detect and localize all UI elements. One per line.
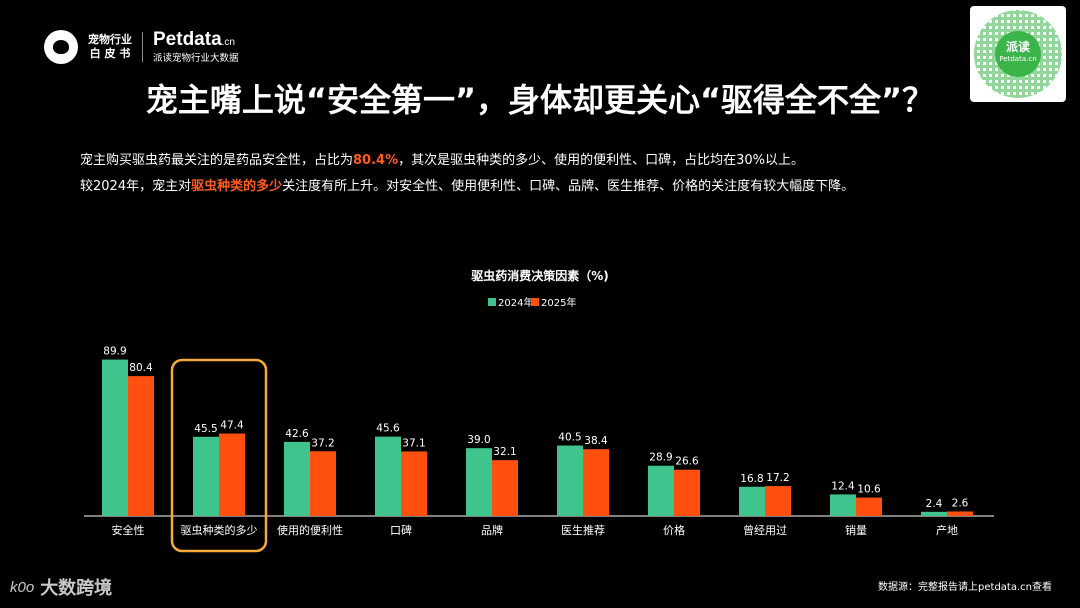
legend-swatch-1 <box>488 298 496 306</box>
bar-1-3 <box>284 441 310 516</box>
footer-logo: k0o 大数跨境 <box>10 574 112 600</box>
data-label-1-3: 42.6 <box>285 428 309 440</box>
data-label-1-5: 39.0 <box>467 434 490 446</box>
bar-2-3 <box>310 451 336 516</box>
brand-line1: 宠物行业 <box>88 33 132 46</box>
bar-1-8 <box>739 486 765 516</box>
category-label-8: 曾经用过 <box>743 523 787 537</box>
category-label-1: 安全性 <box>112 523 145 537</box>
data-label-2-2: 47.4 <box>220 420 244 432</box>
bar-2-8 <box>765 486 791 516</box>
data-label-1-10: 2.4 <box>926 498 943 510</box>
data-label-1-7: 28.9 <box>649 452 672 464</box>
bar-chart: 驱虫药消费决策因素（%) 2024年 2025年 89.980.4 安全性 45.5 47.… <box>84 268 994 553</box>
bar-1-9 <box>830 494 856 516</box>
bar-1-6 <box>557 445 583 516</box>
brand-divider <box>142 32 143 62</box>
bar-2-10 <box>947 511 973 516</box>
bar-2-9 <box>856 497 882 516</box>
category-label-2: 驱虫种类的多少 <box>181 523 258 537</box>
data-label-2-5: 32.1 <box>493 446 516 458</box>
bar-2-4 <box>401 451 427 516</box>
brand-domain: .cn <box>221 36 235 48</box>
bar-1-5 <box>466 448 492 516</box>
desc-highlight-2: 驱虫种类的多少 <box>191 179 283 194</box>
chart-title: 驱虫药消费决策因素（%) <box>471 268 609 283</box>
category-label-7: 价格 <box>663 523 685 537</box>
category-label-4: 口碑 <box>390 524 412 537</box>
bar-2-2 <box>219 433 245 516</box>
data-source: 数据源：完整报告请上petdata.cn查看 <box>878 582 1052 593</box>
data-label-2-4: 37.1 <box>402 437 425 449</box>
bar-1-4 <box>375 436 401 516</box>
category-label-5: 品牌 <box>481 523 503 537</box>
data-label-2-10: 2.6 <box>952 497 969 509</box>
data-label-2-3: 37.2 <box>311 437 334 449</box>
qr-label: 派读 <box>1005 40 1030 54</box>
data-label-1-6: 40.5 <box>558 432 581 444</box>
category-label-9: 销量 <box>845 523 867 537</box>
data-label-1-2: 45.5 <box>194 423 217 435</box>
data-label-1-9: 12.4 <box>831 480 855 492</box>
data-label-2-9: 10.6 <box>857 484 881 496</box>
data-label-1-4: 45.6 <box>376 423 400 435</box>
footer-text: 大数跨境 <box>40 578 113 599</box>
bar-2-6 <box>583 449 609 516</box>
bar-2-1 <box>128 376 154 516</box>
data-label-2-7: 26.6 <box>675 456 699 468</box>
bar-2-5 <box>492 460 518 516</box>
brand-name: Petdata <box>153 28 222 50</box>
legend-label-2: 2025年 <box>541 296 576 309</box>
brand-sub: 派读宠物行业大数据 <box>153 52 239 64</box>
qr-code[interactable]: 派读 Petdata.cn <box>970 6 1066 102</box>
legend-label-1: 2024年 <box>498 296 533 309</box>
qr-sub: Petdata.cn <box>999 55 1037 63</box>
data-label-2-8: 17.2 <box>766 472 789 484</box>
bar-1-1 <box>102 359 128 516</box>
desc-l2c: 关注度有所上升。对安全性、使用便利性、口碑、品牌、医生推荐、价格的关注度有较大幅… <box>282 179 855 194</box>
category-label-10: 产地 <box>936 523 958 537</box>
category-label-3: 使用的便利性 <box>277 523 343 537</box>
data-label-2-1: 80.4 <box>129 362 153 374</box>
desc-highlight-1: 80.4% <box>353 153 399 168</box>
data-label-2-6: 38.4 <box>584 435 608 447</box>
bar-1-7 <box>648 465 674 516</box>
brand-en: Petdata.cn 派读宠物行业大数据 <box>153 28 239 65</box>
qr-center: 派读 Petdata.cn <box>995 31 1041 77</box>
data-label-1-8: 16.8 <box>740 473 763 485</box>
category-label-6: 医生推荐 <box>561 523 605 537</box>
page-title: 宠主嘴上说“安全第一”，身体却更关心“驱得全不全”？ <box>145 81 935 119</box>
brand-logo: 宠物行业 白 皮 书 Petdata.cn 派读宠物行业大数据 <box>44 28 239 65</box>
bar-1-2 <box>193 436 219 516</box>
footer-mark-icon: k0o <box>10 578 35 596</box>
highlight-box <box>170 358 268 553</box>
bar-2-7 <box>674 469 700 516</box>
desc-l1c: ，其次是驱虫种类的多少、使用的便利性、口碑，占比均在30%以上。 <box>398 153 805 168</box>
brand-line2: 白 皮 书 <box>89 47 131 60</box>
legend-swatch-2 <box>531 298 539 306</box>
desc-line-1: 宠主购买驱虫药最关注的是药品安全性，占比为80.4%，其次是驱虫种类的多少、使用… <box>80 148 1040 174</box>
desc-l1a: 宠主购买驱虫药最关注的是药品安全性，占比为 <box>80 153 354 168</box>
data-label-1-1: 89.9 <box>103 346 126 358</box>
desc-line-2: 较2024年，宠主对驱虫种类的多少关注度有所上升。对安全性、使用便利性、口碑、品… <box>80 174 1040 200</box>
pet-logo-icon <box>44 30 78 64</box>
desc-l2a: 较2024年，宠主对 <box>80 179 192 194</box>
bar-1-10 <box>921 511 947 516</box>
brand-cn: 宠物行业 白 皮 书 <box>88 33 132 61</box>
description: 宠主购买驱虫药最关注的是药品安全性，占比为80.4%，其次是驱虫种类的多少、使用… <box>80 148 1040 200</box>
